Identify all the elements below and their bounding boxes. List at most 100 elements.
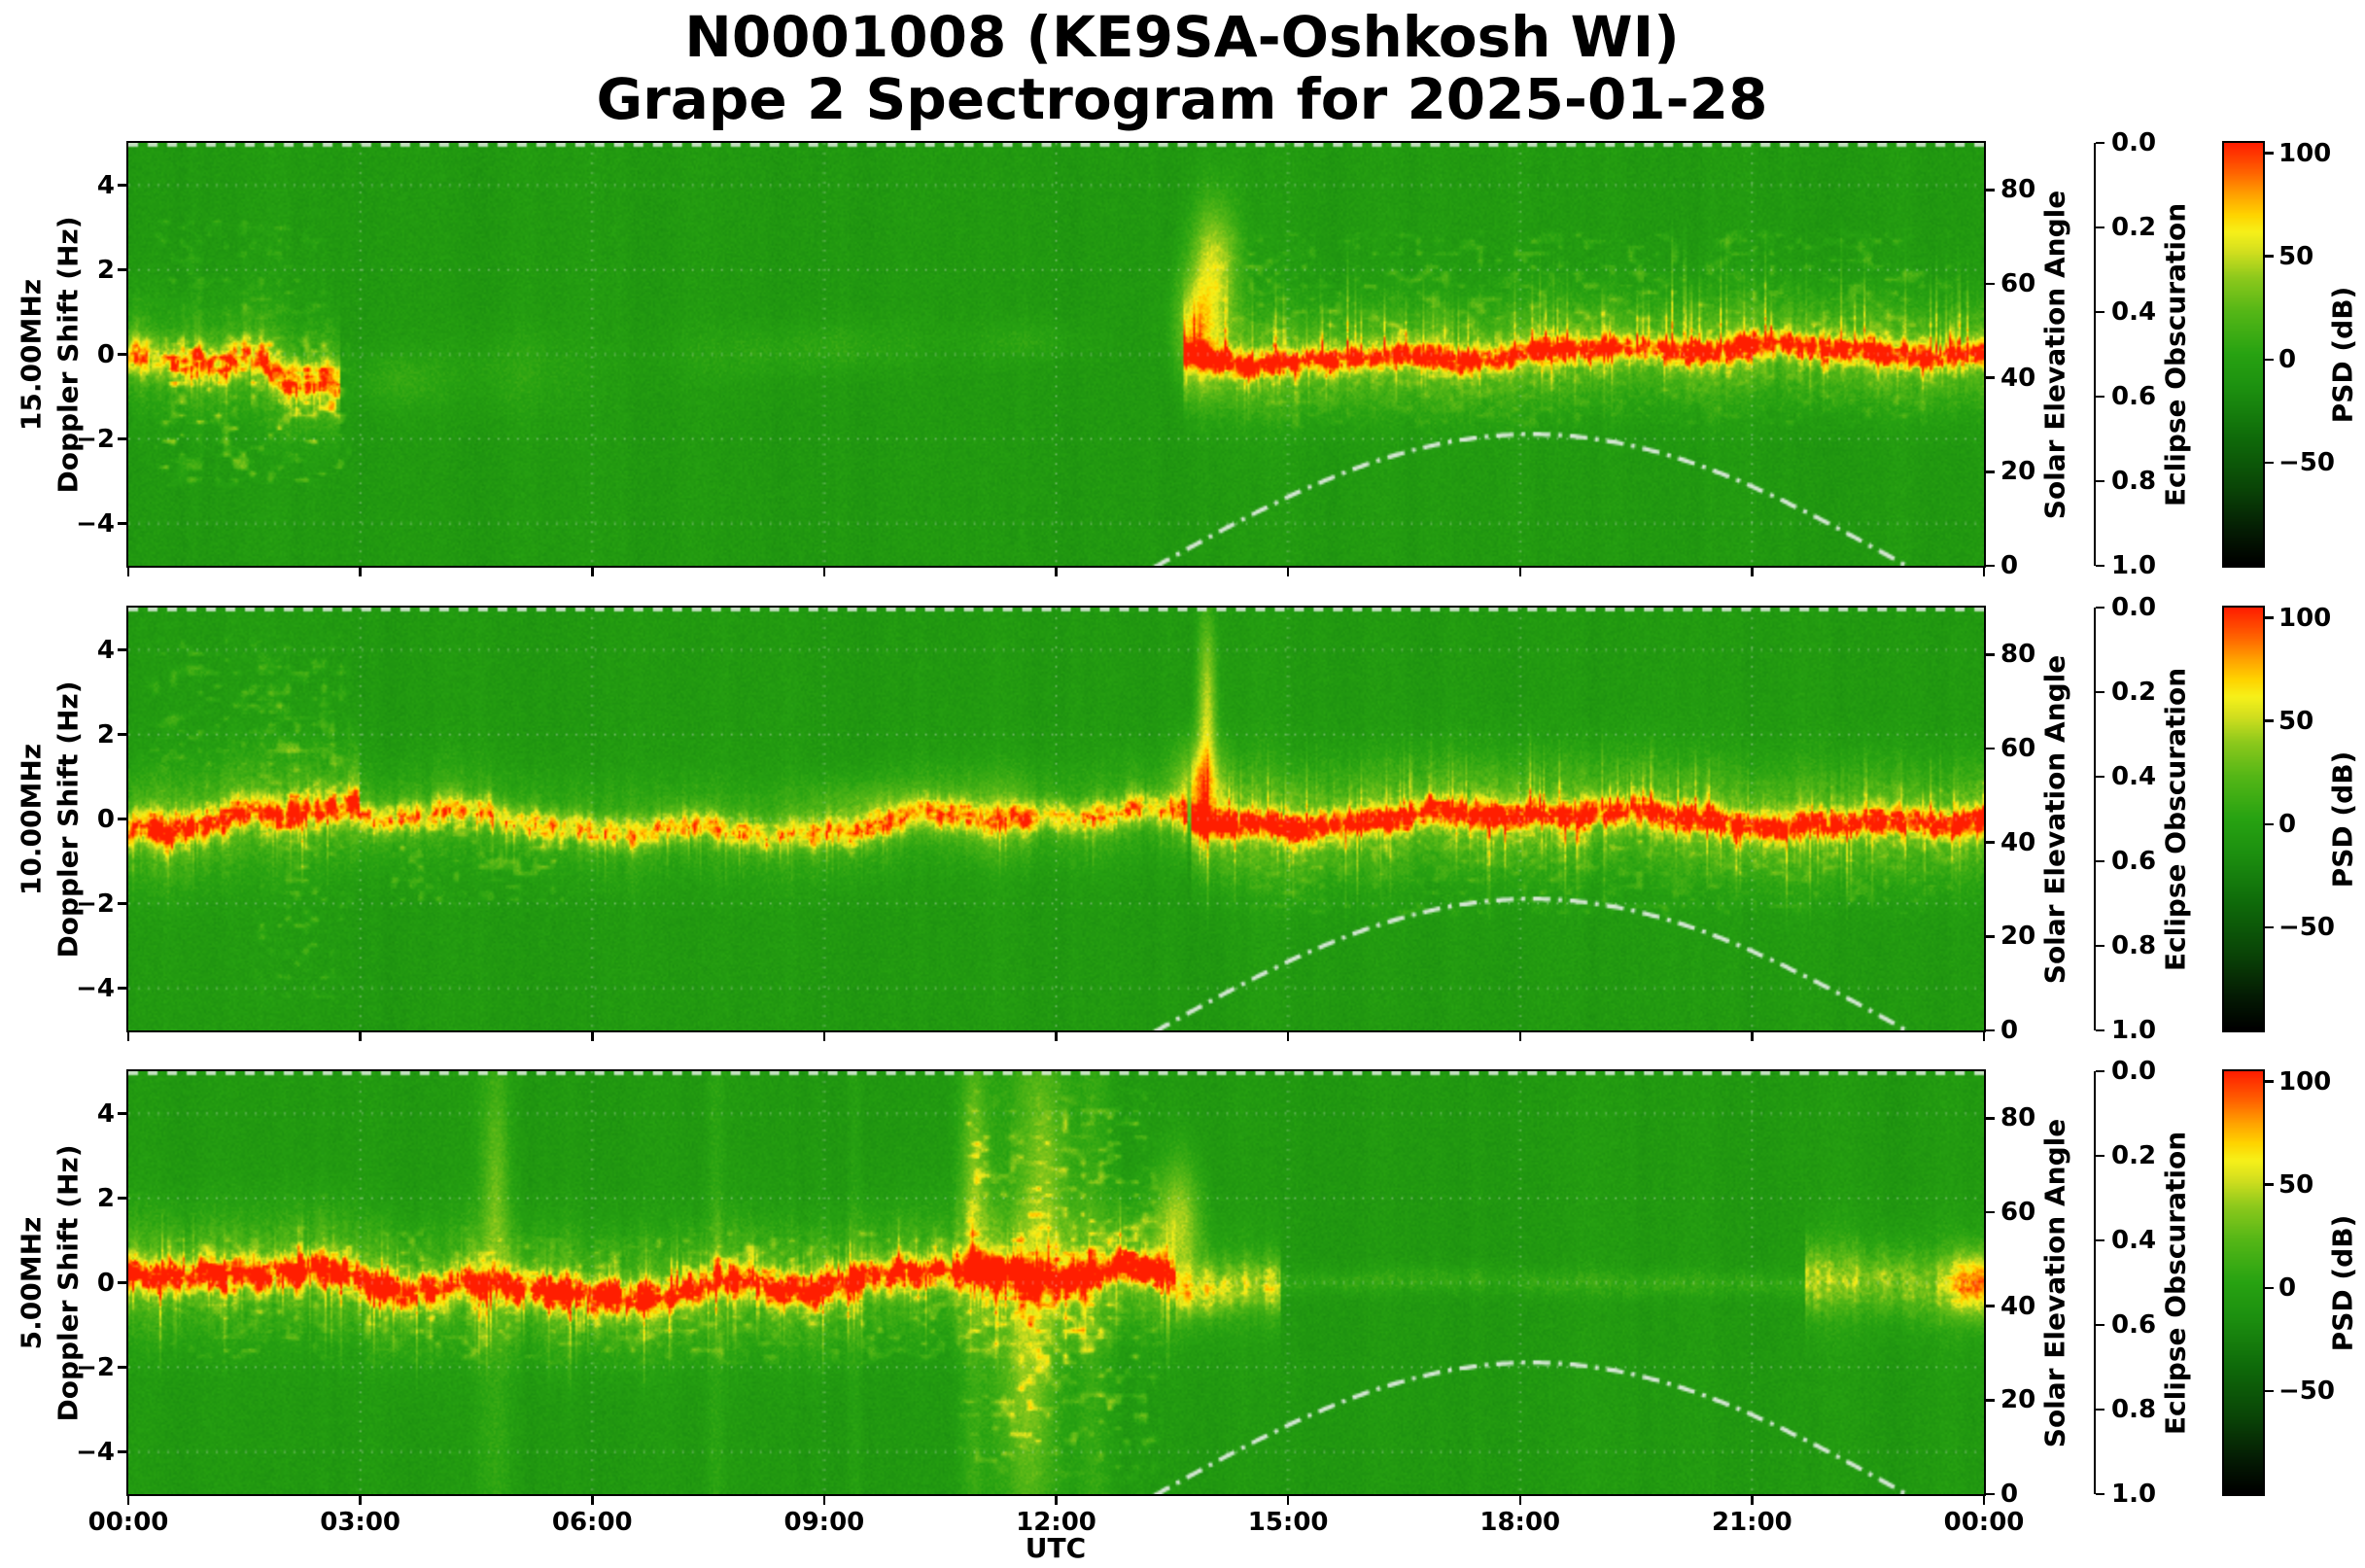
tick-mark: [591, 1032, 594, 1041]
psd-axis-label: PSD (dB): [2326, 750, 2359, 888]
eclipse-tick-label: 0.0: [2111, 1057, 2157, 1086]
tick-mark: [2096, 1408, 2104, 1411]
tick-mark: [1986, 1305, 1995, 1307]
doppler-tick-label: 0: [96, 339, 115, 369]
eclipse-tick-label: 0.6: [2111, 847, 2157, 876]
tick-mark: [1986, 564, 1995, 568]
x-tick-label: 15:00: [1247, 1508, 1329, 1537]
solar-tick-label: 20: [2000, 457, 2036, 487]
tick-mark: [2265, 719, 2274, 722]
solar-tick-label: 40: [2000, 363, 2036, 393]
tick-mark: [1986, 653, 1995, 656]
solar-tick-label: 20: [2000, 1385, 2036, 1415]
colorbar-frame: [2222, 1069, 2265, 1496]
tick-mark: [2265, 358, 2274, 362]
tick-mark: [1751, 1032, 1754, 1041]
tick-mark: [118, 902, 126, 905]
solar-axis-label: Solar Elevation Angle: [2038, 654, 2071, 984]
x-tick-label: 21:00: [1711, 1508, 1792, 1537]
tick-mark: [126, 1032, 130, 1041]
tick-mark: [2265, 1286, 2274, 1290]
solar-tick-label: 60: [2000, 269, 2036, 298]
x-tick-label: 09:00: [783, 1508, 865, 1537]
spectrogram-canvas: [128, 608, 1984, 1030]
colorbar-tick-label: 0: [2278, 344, 2297, 374]
solar-tick-label: 0: [2000, 1016, 2019, 1045]
solar-axis-label: Solar Elevation Angle: [2038, 1118, 2071, 1447]
tick-mark: [118, 1450, 126, 1453]
tick-mark: [1982, 1496, 1986, 1505]
eclipse-tick-label: 0.4: [2111, 1226, 2157, 1255]
tick-mark: [118, 1197, 126, 1200]
tick-mark: [359, 1032, 362, 1041]
tick-mark: [126, 1496, 130, 1505]
colorbar-tick-label: 50: [2278, 706, 2314, 736]
eclipse-axis-label: Eclipse Obscuration: [2159, 667, 2192, 971]
tick-mark: [1286, 1496, 1290, 1505]
doppler-tick-label: 4: [96, 170, 115, 200]
tick-mark: [2265, 255, 2274, 258]
colorbar-tick-label: 100: [2278, 138, 2332, 168]
tick-mark: [1055, 1496, 1058, 1505]
eclipse-tick-label: 0.2: [2111, 1141, 2157, 1170]
eclipse-tick-label: 0.6: [2111, 1310, 2157, 1340]
x-axis-title: UTC: [1025, 1532, 1087, 1564]
tick-mark: [591, 1496, 594, 1505]
colorbar-gradient: [2224, 143, 2263, 566]
doppler-tick-label: −4: [76, 973, 115, 1003]
doppler-tick-label: 2: [96, 1183, 115, 1213]
tick-mark: [2265, 1389, 2274, 1393]
tick-mark: [118, 1112, 126, 1115]
colorbar-tick-label: 100: [2278, 603, 2332, 633]
tick-mark: [2265, 616, 2274, 619]
panel-frame: [126, 606, 1986, 1032]
eclipse-tick-label: 0.0: [2111, 128, 2157, 157]
tick-mark: [1986, 189, 1995, 192]
psd-axis-label: PSD (dB): [2326, 286, 2359, 423]
tick-mark: [2265, 461, 2274, 465]
tick-mark: [2096, 564, 2104, 568]
tick-mark: [126, 568, 130, 576]
solar-axis-label: Solar Elevation Angle: [2038, 190, 2071, 519]
solar-tick-label: 60: [2000, 1198, 2036, 1227]
doppler-tick-label: −2: [76, 1352, 115, 1382]
tick-mark: [1986, 282, 1995, 286]
doppler-axis-label: Doppler Shift (Hz): [52, 679, 85, 958]
doppler-axis-label: Doppler Shift (Hz): [52, 215, 85, 494]
colorbar-tick-label: 0: [2278, 809, 2297, 839]
eclipse-tick-label: 1.0: [2111, 1016, 2157, 1045]
colorbar-tick-label: 100: [2278, 1066, 2332, 1097]
doppler-tick-label: 0: [96, 1268, 115, 1298]
eclipse-tick-label: 1.0: [2111, 1480, 2157, 1509]
tick-mark: [2096, 775, 2104, 779]
eclipse-tick-label: 1.0: [2111, 551, 2157, 580]
x-tick-label: 06:00: [551, 1508, 633, 1537]
tick-mark: [118, 648, 126, 651]
tick-mark: [118, 818, 126, 820]
tick-mark: [1986, 747, 1995, 750]
tick-mark: [118, 353, 126, 356]
doppler-tick-label: −2: [76, 424, 115, 454]
doppler-axis-label: Doppler Shift (Hz): [52, 1143, 85, 1422]
tick-mark: [1751, 1496, 1754, 1505]
tick-mark: [118, 1366, 126, 1369]
eclipse-axis-label: Eclipse Obscuration: [2159, 202, 2192, 506]
solar-tick-label: 0: [2000, 551, 2019, 580]
tick-mark: [822, 1496, 826, 1505]
tick-mark: [2096, 1492, 2104, 1496]
tick-mark: [2265, 925, 2274, 929]
figure-title-line1: N0001008 (KE9SA-Oshkosh WI): [684, 4, 1680, 70]
tick-mark: [2096, 1028, 2104, 1032]
colorbar-tick-label: −50: [2278, 912, 2335, 942]
eclipse-tick-label: 0.8: [2111, 931, 2157, 960]
tick-mark: [1518, 1496, 1521, 1505]
solar-tick-label: 80: [2000, 1103, 2036, 1133]
solar-tick-label: 40: [2000, 827, 2036, 857]
tick-mark: [2096, 395, 2104, 399]
doppler-tick-label: −4: [76, 1437, 115, 1467]
tick-mark: [1986, 376, 1995, 379]
tick-mark: [1286, 1032, 1290, 1041]
tick-mark: [2096, 859, 2104, 863]
solar-tick-label: 20: [2000, 922, 2036, 952]
doppler-tick-label: −4: [76, 508, 115, 539]
